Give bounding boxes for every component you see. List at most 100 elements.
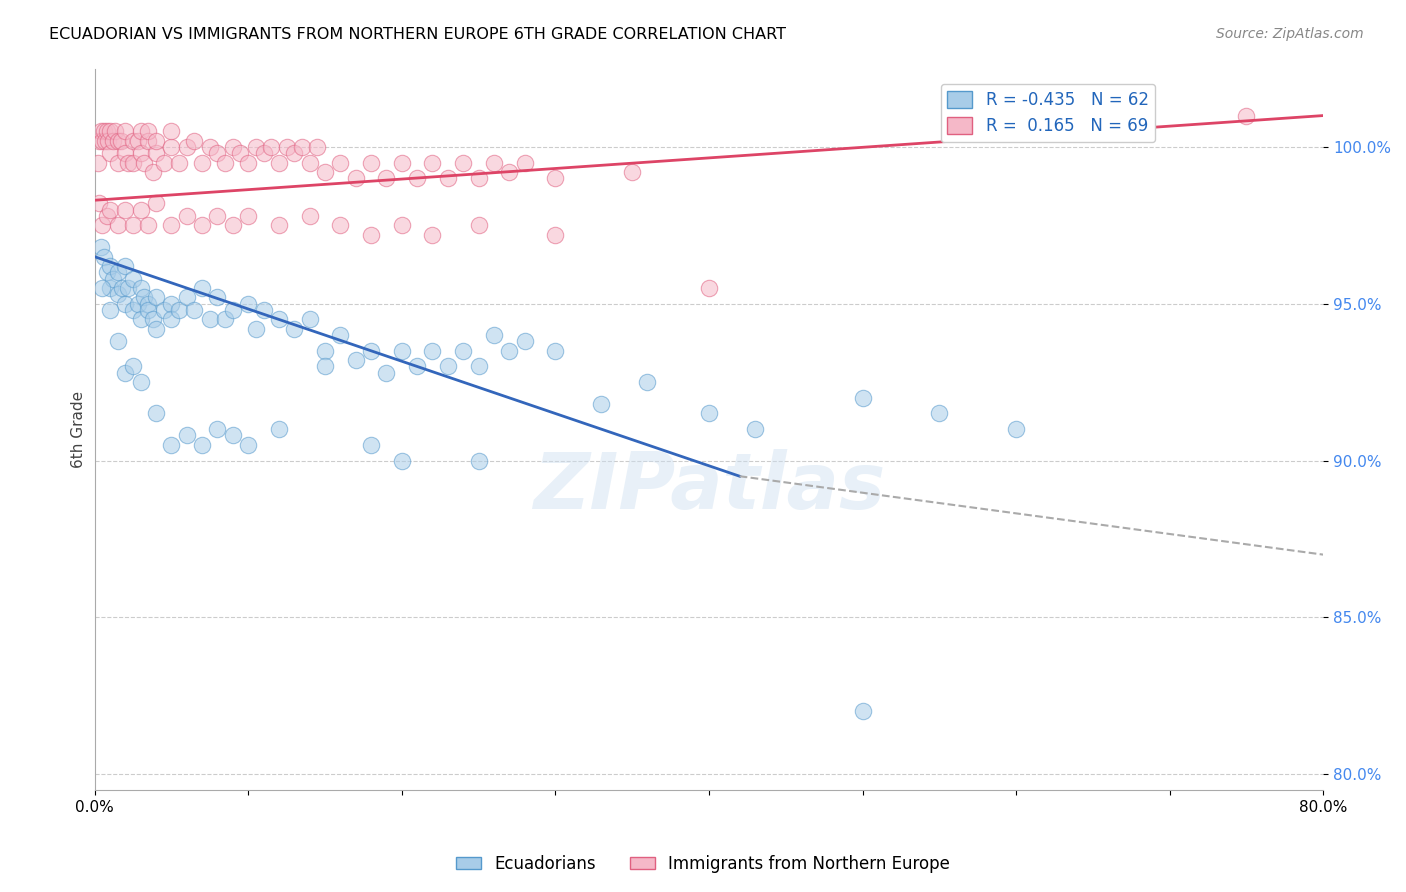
Point [329, 155, 352, 169]
Point [90, 124, 112, 138]
Point [482, 328, 505, 343]
Point [406, 171, 429, 186]
Point [513, 334, 536, 349]
Point [260, 140, 283, 154]
Point [375, 366, 398, 380]
Point [160, 297, 183, 311]
Point [176, 428, 198, 442]
Point [107, 219, 129, 233]
Point [222, 428, 245, 442]
Point [122, 155, 145, 169]
Point [314, 359, 336, 374]
Point [122, 359, 145, 374]
Point [145, 196, 167, 211]
Point [198, 312, 221, 326]
Point [117, 281, 139, 295]
Point [136, 124, 159, 138]
Point [101, 271, 124, 285]
Point [183, 303, 205, 318]
Point [91, 219, 114, 233]
Point [198, 140, 221, 154]
Point [344, 171, 367, 186]
Point [637, 375, 659, 389]
Point [544, 171, 567, 186]
Point [544, 227, 567, 242]
Point [422, 343, 444, 358]
Point [267, 155, 290, 169]
Point [191, 155, 214, 169]
Point [222, 219, 245, 233]
Point [591, 397, 613, 411]
Point [298, 312, 321, 326]
Text: ECUADORIAN VS IMMIGRANTS FROM NORTHERN EUROPE 6TH GRADE CORRELATION CHART: ECUADORIAN VS IMMIGRANTS FROM NORTHERN E… [49, 27, 786, 42]
Point [107, 287, 129, 301]
Point [98, 146, 121, 161]
Point [127, 134, 149, 148]
Point [298, 155, 321, 169]
Point [97, 134, 120, 148]
Point [238, 297, 260, 311]
Point [107, 134, 129, 148]
Text: Source: ZipAtlas.com: Source: ZipAtlas.com [1216, 27, 1364, 41]
Point [94, 134, 117, 148]
Point [406, 359, 429, 374]
Point [229, 146, 252, 161]
Point [122, 303, 145, 318]
Point [89, 196, 111, 211]
Point [98, 281, 121, 295]
Point [114, 124, 136, 138]
Point [91, 281, 114, 295]
Text: ZIPatlas: ZIPatlas [533, 449, 884, 524]
Point [136, 297, 159, 311]
Point [252, 303, 274, 318]
Point [110, 134, 132, 148]
Point [329, 219, 352, 233]
Point [207, 290, 229, 304]
Point [96, 209, 118, 223]
Point [222, 140, 245, 154]
Point [101, 134, 124, 148]
Point [851, 391, 873, 405]
Point [98, 303, 121, 318]
Point [207, 146, 229, 161]
Point [314, 165, 336, 179]
Point [111, 281, 134, 295]
Point [314, 343, 336, 358]
Point [422, 155, 444, 169]
Point [482, 155, 505, 169]
Point [145, 134, 167, 148]
Point [107, 155, 129, 169]
Point [391, 343, 413, 358]
Legend: R = -0.435   N = 62, R =  0.165   N = 69: R = -0.435 N = 62, R = 0.165 N = 69 [941, 84, 1156, 142]
Point [437, 359, 460, 374]
Point [183, 134, 205, 148]
Point [89, 134, 111, 148]
Point [96, 124, 118, 138]
Point [145, 290, 167, 304]
Point [1005, 422, 1028, 436]
Point [276, 140, 298, 154]
Point [160, 219, 183, 233]
Point [129, 146, 152, 161]
Point [375, 171, 398, 186]
Point [238, 155, 260, 169]
Point [207, 209, 229, 223]
Point [283, 146, 305, 161]
Point [93, 250, 115, 264]
Point [93, 124, 115, 138]
Point [114, 146, 136, 161]
Point [142, 312, 165, 326]
Point [136, 134, 159, 148]
Y-axis label: 6th Grade: 6th Grade [72, 391, 86, 467]
Point [114, 202, 136, 217]
Point [252, 146, 274, 161]
Point [142, 165, 165, 179]
Point [129, 124, 152, 138]
Point [91, 134, 114, 148]
Point [160, 140, 183, 154]
Point [222, 303, 245, 318]
Point [191, 281, 214, 295]
Point [176, 140, 198, 154]
Point [238, 438, 260, 452]
Point [498, 343, 520, 358]
